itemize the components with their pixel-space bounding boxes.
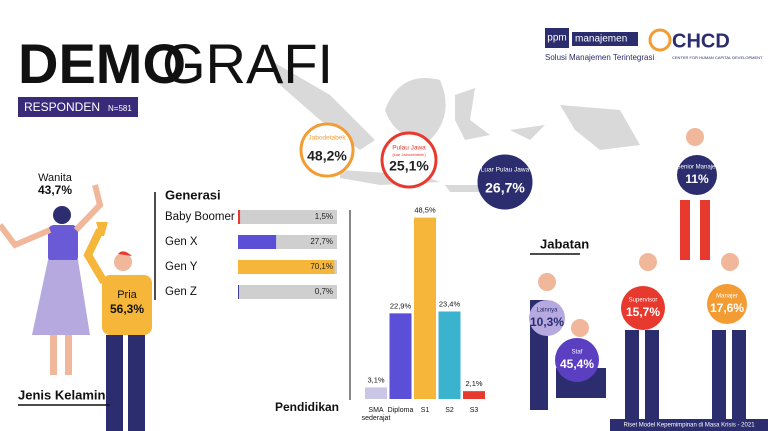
jabatan-label: Supervisor (629, 298, 658, 304)
bar (238, 210, 241, 224)
jabatan-value: 45,4% (560, 357, 594, 371)
jabatan-value: 15,7% (626, 305, 660, 319)
ppm-name-box (572, 32, 638, 46)
jabatan-label: Lainnya (536, 308, 558, 314)
jabatan-badge (529, 300, 565, 336)
ppm-tagline: Solusi Manajemen Terintegrasi (545, 53, 654, 62)
value-label: 23,4% (439, 299, 461, 308)
title-bold: DEMO (18, 32, 186, 95)
jabatan-title: Jabatan (540, 236, 589, 251)
gender-title: Jenis Kelamin (18, 387, 105, 402)
bar (238, 285, 239, 299)
gender-label: Pria (117, 289, 137, 301)
jabatan-badge (621, 286, 665, 330)
title-light: GRAFI (162, 32, 333, 95)
value-label: 0,7% (315, 287, 333, 296)
bar (463, 391, 485, 399)
map-value: 48,2% (307, 148, 347, 164)
jabatan-label: Senior Manajer (677, 165, 718, 171)
category-label: Gen Z (165, 286, 197, 298)
value-label: 27,7% (310, 237, 333, 246)
bar (389, 313, 412, 399)
map-note: (luar Jabodetabek) (392, 152, 426, 157)
bar (365, 387, 387, 399)
map-value: 25,1% (389, 158, 429, 174)
ppm-name: manajemen (575, 34, 627, 45)
category-label: Diploma (388, 407, 414, 414)
gender-value: 43,7% (38, 183, 72, 197)
value-label: 2,1% (465, 379, 482, 388)
jabatan-value: 10,3% (530, 315, 564, 329)
subtitle-band (18, 97, 138, 117)
category-label: Gen X (165, 236, 198, 248)
bar (238, 260, 335, 274)
woman-figure (0, 184, 104, 375)
map-value: 26,7% (485, 180, 525, 196)
jabatan-label: Staf (572, 350, 583, 356)
category-label: S3 (470, 407, 479, 414)
footer: Riset Model Kepemimpinan di Masa Krisis … (623, 423, 755, 429)
chcd: CHCD (672, 30, 730, 52)
category-label: SMA sederajat (362, 407, 391, 422)
subtitle: RESPONDEN (24, 100, 100, 114)
value-label: 1,5% (315, 212, 333, 221)
chcd-tagline: CENTER FOR HUMAN CAPITAL DEVELOPMENT (672, 55, 763, 60)
bar-track (238, 285, 337, 299)
map-bubble (477, 154, 533, 210)
bar (414, 217, 436, 399)
chart-title: Generasi (165, 187, 221, 202)
ppm-mark-box (545, 28, 569, 48)
value-label: 3,1% (367, 375, 384, 384)
jabatan-badge (677, 155, 717, 195)
map-bubble (380, 131, 438, 189)
map-label: Luar Pulau Jawa (481, 167, 530, 174)
jabatan-value: 17,6% (710, 301, 744, 315)
value-label: 70,1% (310, 262, 333, 271)
category-label: Baby Boomer (165, 211, 235, 223)
bar-track (238, 210, 337, 224)
bar (238, 235, 277, 249)
bar (438, 311, 461, 399)
chart-title: Pendidikan (275, 400, 339, 414)
map-label: Jabodetabek (308, 135, 346, 142)
value-label: 48,5% (414, 206, 436, 215)
gender-label: Wanita (38, 172, 73, 184)
footer-band (610, 419, 768, 431)
gender-value: 56,3% (110, 302, 144, 316)
value-label: 22,9% (390, 301, 412, 310)
map-bubble (299, 122, 355, 178)
jabatan-badge (555, 338, 599, 382)
man-figure (83, 222, 152, 431)
sample-size: N=581 (108, 104, 132, 113)
chcd-icon (648, 28, 672, 52)
jabatan-value: 11% (685, 172, 709, 186)
category-label: S2 (445, 407, 454, 414)
ppm-mark: ppm (547, 33, 566, 44)
jabatan-badge (707, 284, 747, 324)
category-label: Gen Y (165, 261, 198, 273)
category-label: S1 (421, 407, 430, 414)
jabatan-label: Manajer (716, 294, 738, 300)
map-label: Pulau Jawa (392, 145, 426, 152)
